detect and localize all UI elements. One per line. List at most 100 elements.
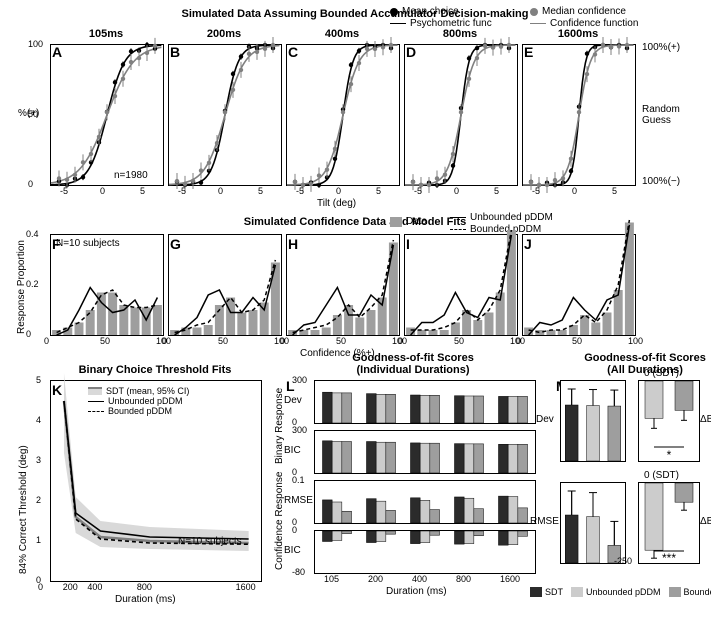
panelL-sub-dev <box>314 380 536 424</box>
panelL-lab-rmse: RMSE <box>284 495 312 507</box>
panelL-tick-bic1-300: 300 <box>292 425 314 435</box>
row1-xtick-4-5: 5 <box>612 186 626 196</box>
panelM-dbic2-tick: -250 <box>614 556 638 566</box>
row1-dur-2: 400ms <box>286 28 398 40</box>
row1-letter-2: C <box>288 44 306 58</box>
row2-xtick-4-100: 100 <box>628 336 642 346</box>
panelM-dbic2-lab: ΔBIC <box>700 516 711 528</box>
row1-panel-0 <box>50 44 164 186</box>
panelM-dbic1: * <box>638 380 700 462</box>
row2-n: N=10 subjects <box>56 238 146 250</box>
row2-letter-1: G <box>170 236 188 250</box>
k-ytick-4: 4 <box>36 415 48 425</box>
row1-xtick-4-0: 0 <box>572 186 586 196</box>
row2-letter-2: H <box>288 236 306 250</box>
row2-letter-4: J <box>524 236 542 250</box>
row1-ytick-100: 100 <box>28 39 48 49</box>
panelM-dbic2: *** <box>638 482 700 564</box>
row1-xtick-2-5: 5 <box>376 186 390 196</box>
panelM-dev <box>560 380 626 462</box>
panelL-xtick-0: 105 <box>324 574 352 584</box>
panelL-title: Goodness-of-fit Scores(Individual Durati… <box>308 352 518 378</box>
row1-title: Simulated Data Assuming Bounded Accumula… <box>130 8 580 22</box>
k-n: N=10 subjects <box>178 536 258 548</box>
row2-ylab: Response Proportion <box>16 214 28 334</box>
panelK-title: Binary Choice Threshold Fits <box>50 364 260 377</box>
row1-panel-2 <box>286 44 400 186</box>
k-ytick-1: 1 <box>36 535 48 545</box>
row1-xtick-1--5: -5 <box>178 186 192 196</box>
row1-xtick-1-0: 0 <box>218 186 232 196</box>
row1-xtick-3-5: 5 <box>494 186 508 196</box>
row1-xtick-0-5: 5 <box>140 186 154 196</box>
panelL-tick-rmse-0.1: 0.1 <box>292 475 314 485</box>
row1-n: n=1980 <box>114 170 162 182</box>
row1-xtick-2--5: -5 <box>296 186 310 196</box>
row1-xlab: Tilt (deg) <box>317 198 387 210</box>
row1-ytick-0: 0 <box>28 179 48 189</box>
panelL-lab-dev: Dev <box>284 395 312 407</box>
k-ytick-3: 3 <box>36 455 48 465</box>
row1-right-top: 100%(+) <box>642 42 692 54</box>
k-xtick-400: 400 <box>87 582 115 592</box>
row2-xtick-2-0: 0 <box>280 336 294 346</box>
panelL-xtick-3: 800 <box>456 574 484 584</box>
row1-ytick-50: 50 <box>28 109 48 119</box>
row1-letter-0: A <box>52 44 70 58</box>
panelL-lab-bic2: BIC <box>284 545 312 557</box>
panelL-sub-bic2 <box>314 530 536 574</box>
row1-panel-3 <box>404 44 518 186</box>
k-ytick-5: 5 <box>36 375 48 385</box>
panelL-tick-dev-300: 300 <box>292 375 314 385</box>
panelM-dbic2-top: 0 (SDT) <box>644 470 704 480</box>
row2-xtick-4-50: 50 <box>572 336 586 346</box>
row1-dur-3: 800ms <box>404 28 516 40</box>
panelL-sec-conf: Confidence Response <box>274 440 286 570</box>
panelL-xlab: Duration (ms) <box>386 586 476 598</box>
row1-right-mid: RandomGuess <box>642 104 702 128</box>
row1-xtick-0--5: -5 <box>60 186 74 196</box>
svg-text:*: * <box>667 448 672 462</box>
row1-dur-4: 1600ms <box>522 28 634 40</box>
panelM-dbic1-lab: ΔBIC <box>700 414 711 426</box>
k-ytick-0: 0 <box>36 575 48 585</box>
legend-median-conf: Median confidence <box>530 6 626 17</box>
row1-xtick-2-0: 0 <box>336 186 350 196</box>
row1-xtick-3-0: 0 <box>454 186 468 196</box>
row1-xtick-1-5: 5 <box>258 186 272 196</box>
panelL-tick-bic2--80: -80 <box>292 567 314 577</box>
row1-letter-1: B <box>170 44 188 58</box>
panelL-lab-bic1: BIC <box>284 445 312 457</box>
row2-xtick-3-0: 0 <box>398 336 412 346</box>
legend-K: SDT (mean, 95% CI) Unbounded pDDM Bounde… <box>88 386 258 426</box>
panelM-dbic1-top: 0 (SDT) <box>644 368 704 378</box>
panelL-tick-bic2-0: 0 <box>292 525 314 535</box>
row2-xtick-0-50: 50 <box>100 336 114 346</box>
row2-xtick-4-0: 0 <box>516 336 530 346</box>
panelK-letter: K <box>52 382 70 396</box>
panelL-xtick-4: 1600 <box>500 574 528 584</box>
panelL-sub-rmse <box>314 480 536 524</box>
legend-mean-choice: Mean choice <box>390 6 459 17</box>
row2-ytick-0.4: 0.4 <box>26 229 48 239</box>
panelM-rmse-lab: RMSE <box>530 516 558 528</box>
panelL-xtick-1: 200 <box>368 574 396 584</box>
row1-panel-1 <box>168 44 282 186</box>
panelL-xtick-2: 400 <box>412 574 440 584</box>
legend-LM: SDT Unbounded pDDM Bounded pDDM <box>530 586 711 598</box>
row1-dur-0: 105ms <box>50 28 162 40</box>
k-xtick-1600: 1600 <box>236 582 264 592</box>
row1-xtick-3--5: -5 <box>414 186 428 196</box>
row1-right-bot: 100%(−) <box>642 176 692 188</box>
k-ylab: 84% Correct Threshold (deg) <box>18 374 30 574</box>
k-ytick-2: 2 <box>36 495 48 505</box>
row2-letter-3: I <box>406 236 424 250</box>
row1-letter-3: D <box>406 44 424 58</box>
row2-xtick-2-50: 50 <box>336 336 350 346</box>
row1-xtick-0-0: 0 <box>100 186 114 196</box>
figure-root: Simulated Data Assuming Bounded Accumula… <box>0 0 711 626</box>
k-xlab: Duration (ms) <box>115 594 205 606</box>
row1-letter-4: E <box>524 44 542 58</box>
panelM-dev-lab: Dev <box>536 414 558 426</box>
row2-xtick-3-50: 50 <box>454 336 468 346</box>
